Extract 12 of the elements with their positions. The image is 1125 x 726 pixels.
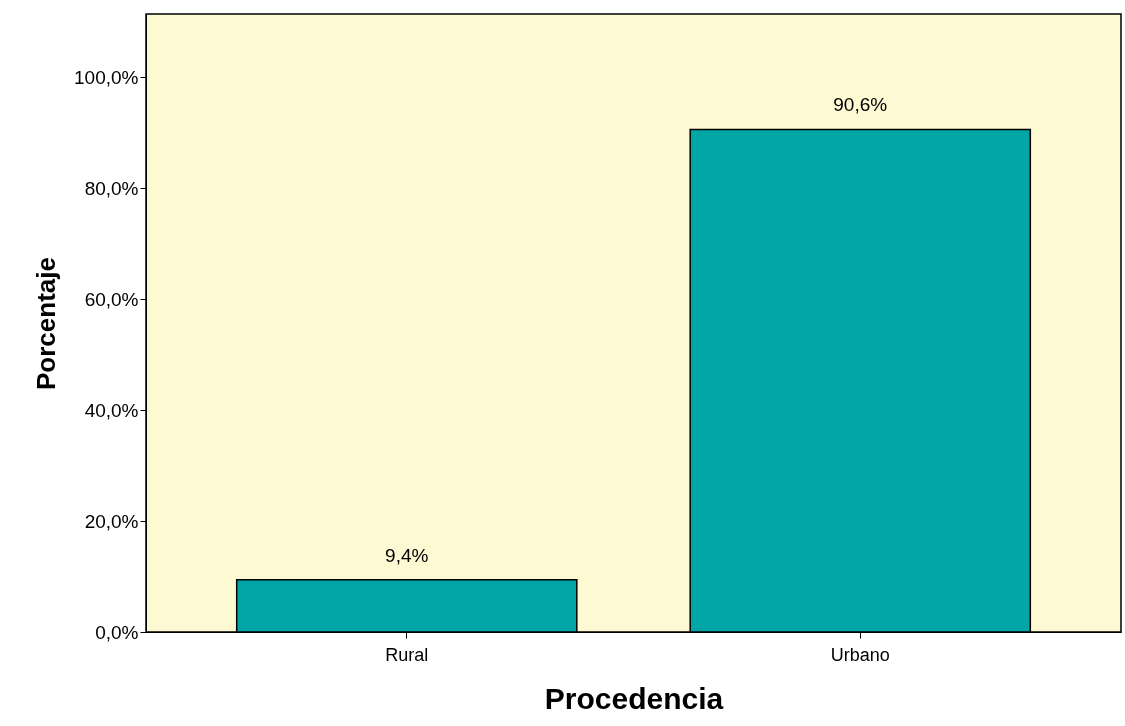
x-tick-label: Rural	[385, 644, 429, 665]
data-label: 9,4%	[385, 544, 429, 566]
x-tick-label: Urbano	[830, 644, 890, 665]
y-axis-title: Porcentaje	[31, 257, 62, 390]
y-tick-label: 20,0%	[84, 510, 139, 532]
y-tick-label: 60,0%	[84, 288, 139, 310]
y-tick-label: 40,0%	[84, 399, 139, 421]
x-axis-title: Procedencia	[544, 681, 724, 715]
y-tick-label: 100,0%	[74, 66, 139, 88]
y-tick-label: 0,0%	[95, 621, 139, 643]
y-tick-label: 80,0%	[84, 177, 139, 199]
data-label: 90,6%	[833, 94, 888, 116]
